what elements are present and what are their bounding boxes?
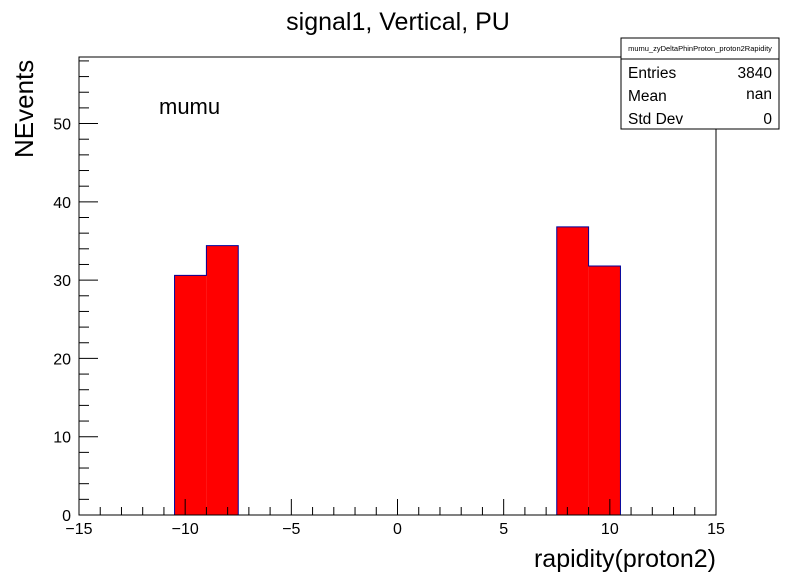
y-axis-label: NEvents [9, 60, 39, 158]
x-tick-label: 15 [707, 521, 725, 538]
histogram-bar-3 [588, 266, 621, 515]
y-tick-label: 30 [53, 273, 71, 290]
histogram-bar-1 [206, 245, 239, 515]
y-axis: 0 10 20 30 40 50 [53, 60, 98, 525]
x-tick-label: −5 [282, 521, 300, 538]
stats-mean-value: nan [746, 86, 772, 103]
stats-mean-label: Mean [628, 88, 667, 105]
x-axis: −15 −10 −5 0 5 10 15 [65, 499, 725, 538]
chart-title: signal1, Vertical, PU [286, 8, 510, 36]
y-tick-label: 20 [53, 351, 71, 368]
histogram-bars [174, 226, 621, 515]
x-tick-label: 0 [393, 521, 402, 538]
y-tick-label: 10 [53, 430, 71, 447]
x-axis-label: rapidity(proton2) [534, 545, 716, 572]
x-tick-label: −15 [65, 521, 92, 538]
stats-stddev-value: 0 [763, 111, 772, 128]
stats-entries-label: Entries [628, 65, 676, 82]
histogram-bar-0 [174, 275, 207, 515]
histogram-outline [174, 226, 621, 515]
y-tick-label: 40 [53, 195, 71, 212]
x-tick-label: 10 [601, 521, 619, 538]
stats-stddev-label: Std Dev [628, 111, 683, 128]
stats-entries-value: 3840 [738, 65, 773, 82]
x-tick-label: −10 [172, 521, 199, 538]
stats-box-title: mumu_zyDeltaPhinProton_proton2Rapidity [628, 44, 772, 53]
annotation-mumu: mumu [159, 94, 220, 119]
y-tick-label: 0 [62, 508, 71, 525]
y-tick-label: 50 [53, 117, 71, 134]
stats-box-frame [620, 37, 780, 130]
x-tick-label: 5 [499, 521, 508, 538]
stats-box: mumu_zyDeltaPhinProton_proton2Rapidity E… [620, 37, 780, 130]
histogram-bar-2 [556, 226, 589, 515]
